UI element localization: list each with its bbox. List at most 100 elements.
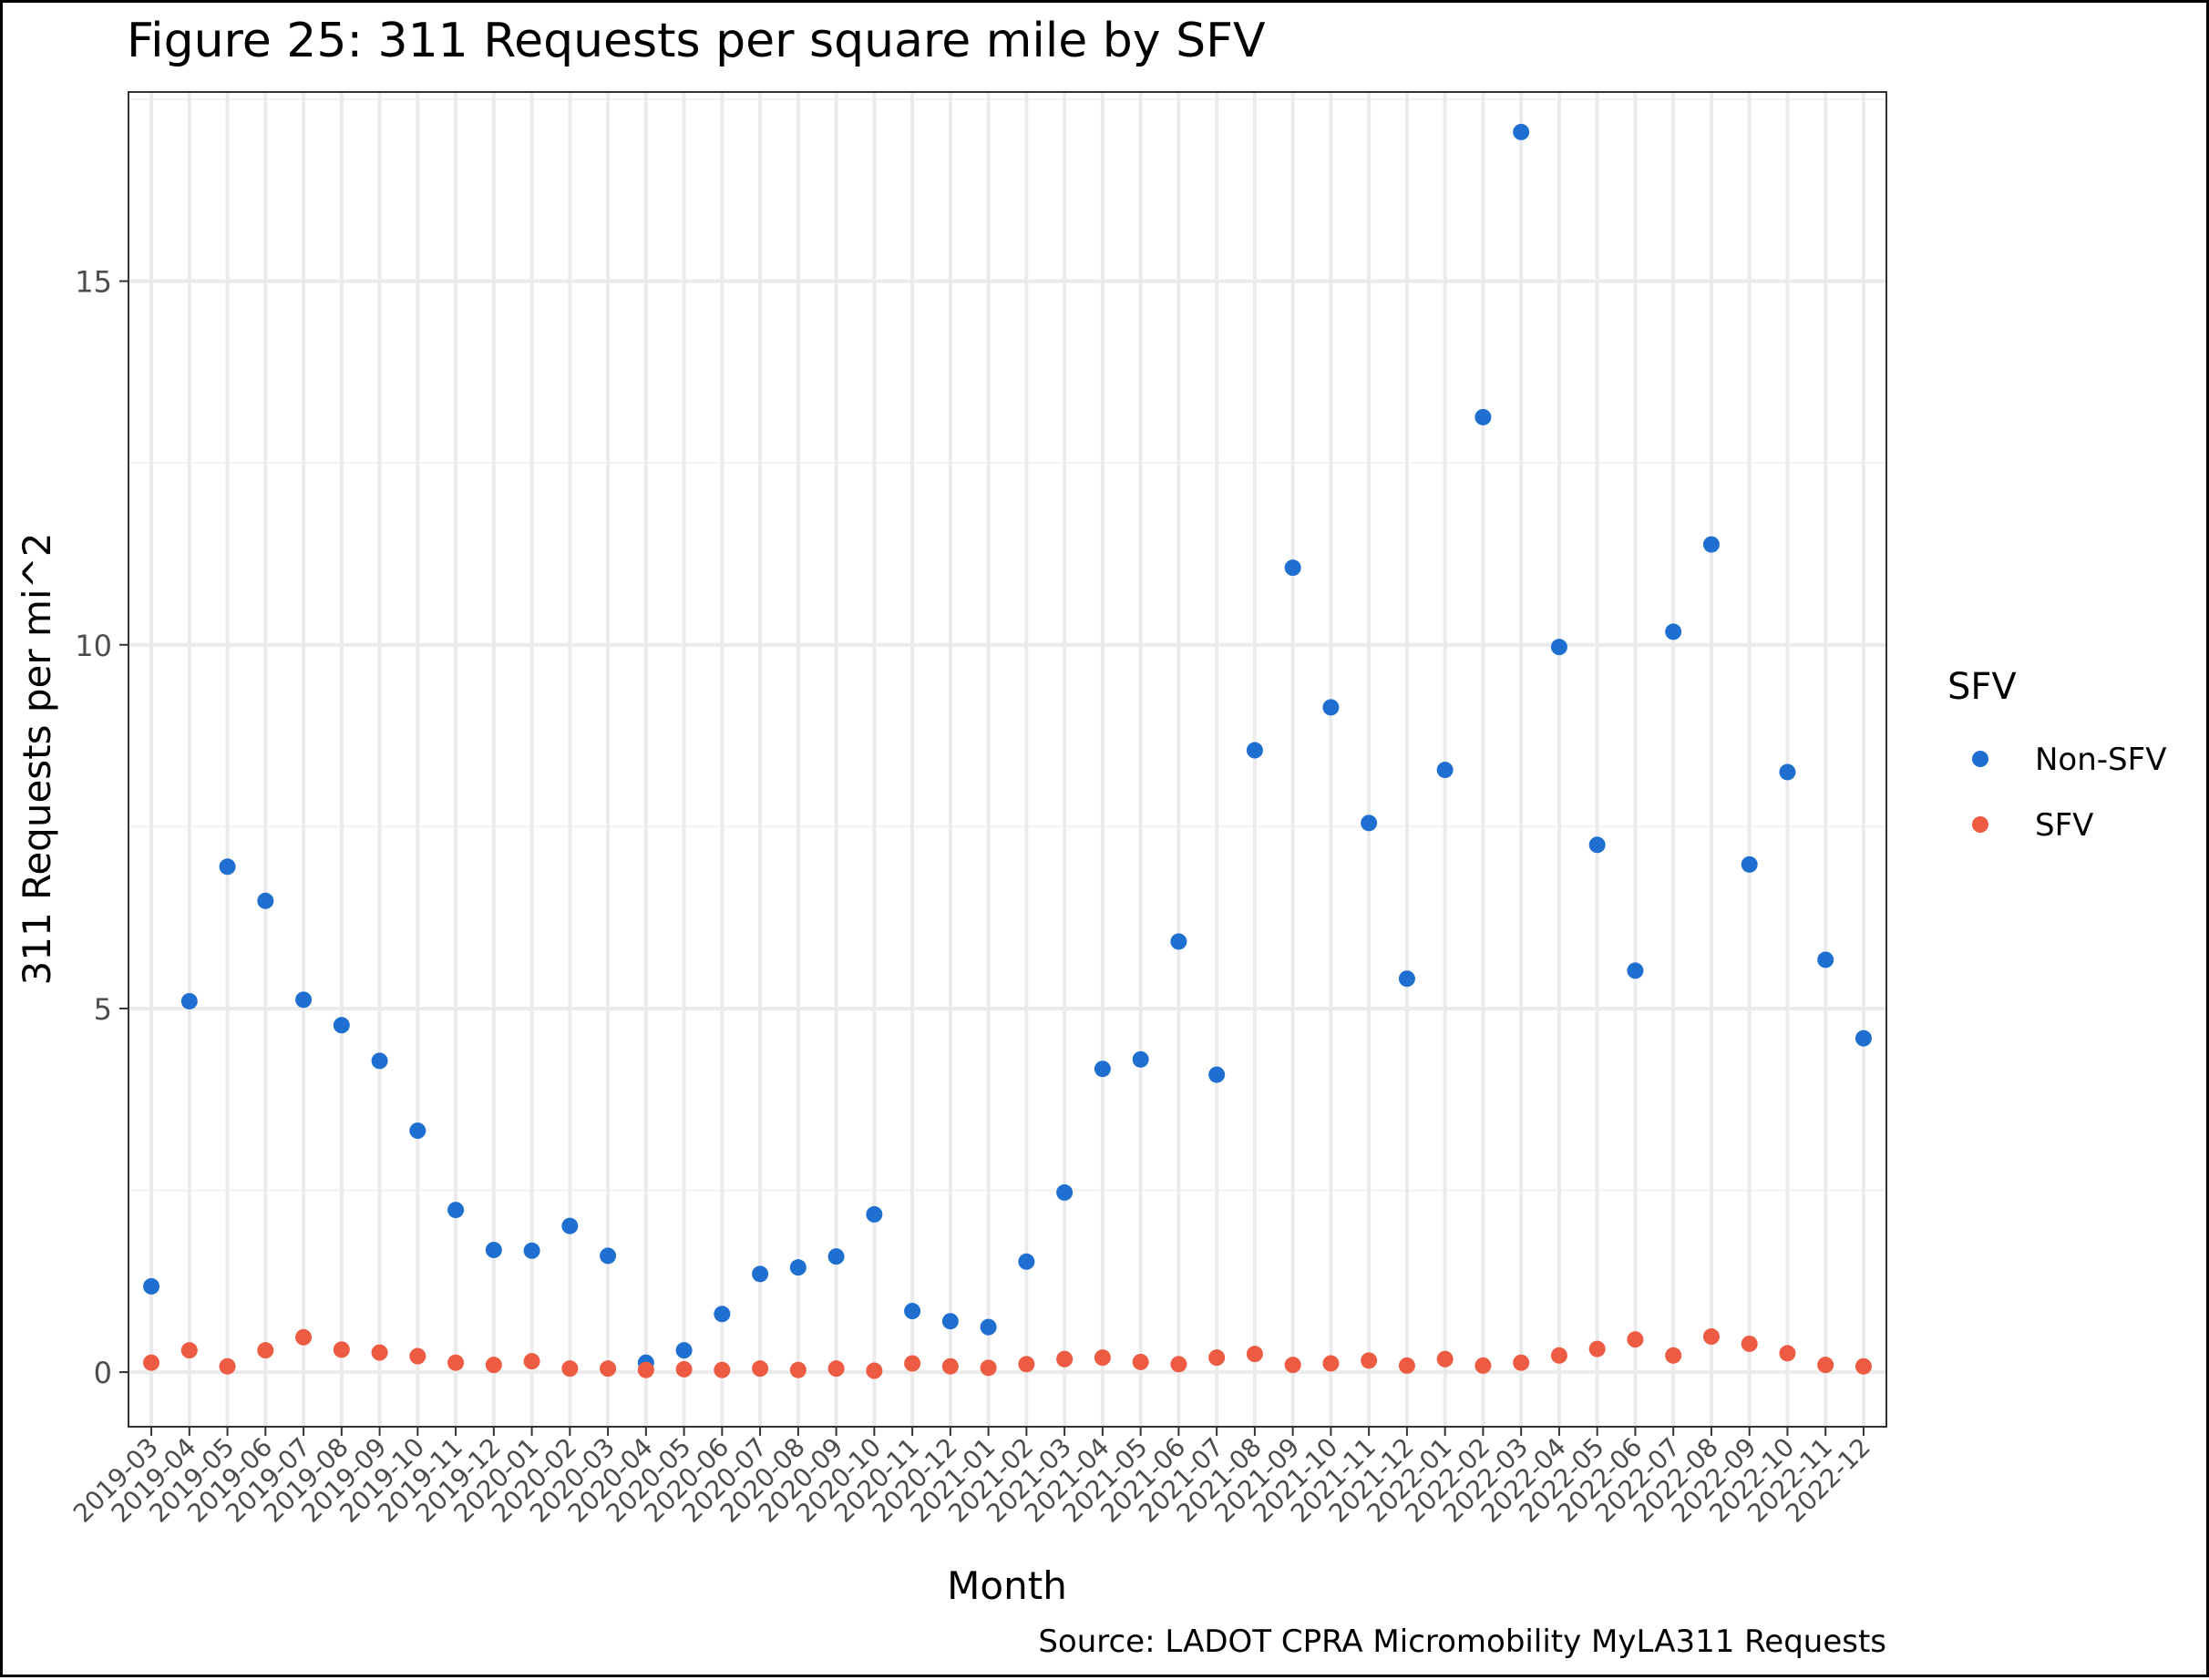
point-non-sfv <box>1436 762 1454 779</box>
point-sfv <box>1627 1331 1644 1348</box>
point-sfv <box>1817 1357 1834 1374</box>
point-sfv <box>1855 1357 1872 1375</box>
point-sfv <box>1665 1347 1682 1364</box>
point-sfv <box>1322 1355 1340 1372</box>
point-non-sfv <box>600 1247 617 1265</box>
point-non-sfv <box>333 1017 350 1034</box>
point-non-sfv <box>257 892 274 909</box>
legend-title: SFV <box>1947 666 2017 708</box>
point-non-sfv <box>1513 123 1530 140</box>
point-sfv <box>866 1362 883 1379</box>
point-sfv <box>333 1341 350 1358</box>
point-sfv <box>1018 1356 1035 1373</box>
point-sfv <box>447 1354 465 1371</box>
point-non-sfv <box>866 1205 883 1223</box>
point-sfv <box>827 1360 845 1378</box>
point-non-sfv <box>1474 408 1492 425</box>
point-sfv <box>1361 1352 1378 1369</box>
point-non-sfv <box>1018 1253 1035 1270</box>
y-tick-label: 15 <box>75 265 112 300</box>
point-non-sfv <box>789 1259 807 1276</box>
x-axis-title: Month <box>947 1563 1067 1608</box>
points-layer <box>143 123 1872 1379</box>
point-non-sfv <box>409 1122 426 1140</box>
point-non-sfv <box>523 1242 540 1259</box>
plot-background <box>128 92 1886 1427</box>
y-tick-label: 10 <box>75 629 112 663</box>
point-non-sfv <box>485 1241 502 1258</box>
chart-svg: Figure 25: 311 Requests per square mile … <box>15 14 2166 1660</box>
point-non-sfv <box>752 1265 769 1283</box>
point-sfv <box>295 1328 313 1346</box>
point-sfv <box>180 1342 198 1359</box>
point-sfv <box>1588 1340 1606 1357</box>
point-non-sfv <box>1550 639 1567 656</box>
plot-border <box>128 91 1887 1428</box>
point-sfv <box>1398 1357 1415 1374</box>
point-sfv <box>941 1357 959 1375</box>
point-sfv <box>485 1357 502 1374</box>
point-non-sfv <box>1817 951 1834 968</box>
y-tick-label: 5 <box>94 992 112 1027</box>
legend-label: Non-SFV <box>2035 742 2166 778</box>
point-sfv <box>219 1357 236 1375</box>
grid-major <box>128 92 1886 1427</box>
point-non-sfv <box>143 1277 160 1295</box>
x-axis: 2019-032019-042019-052019-062019-072019-… <box>67 1427 1876 1529</box>
point-sfv <box>600 1360 617 1378</box>
point-sfv <box>789 1361 807 1378</box>
point-non-sfv <box>1170 933 1187 950</box>
point-non-sfv <box>1398 970 1415 988</box>
point-non-sfv <box>1208 1066 1226 1083</box>
point-non-sfv <box>219 858 236 876</box>
grid-minor <box>128 97 1886 1192</box>
point-non-sfv <box>904 1303 921 1320</box>
point-non-sfv <box>447 1202 465 1219</box>
legend-key-sfv <box>1972 816 1988 833</box>
point-sfv <box>1741 1335 1758 1352</box>
point-sfv <box>523 1353 540 1370</box>
legend: SFV Non-SFV SFV <box>1947 666 2166 844</box>
point-non-sfv <box>180 992 198 1009</box>
point-sfv <box>1284 1357 1301 1374</box>
point-sfv <box>1779 1345 1796 1362</box>
point-non-sfv <box>827 1248 845 1265</box>
point-non-sfv <box>1246 742 1263 759</box>
point-non-sfv <box>1627 962 1644 979</box>
legend-label: SFV <box>2035 807 2093 844</box>
point-sfv <box>257 1342 274 1359</box>
point-non-sfv <box>1284 559 1301 577</box>
point-non-sfv <box>1779 763 1796 781</box>
point-non-sfv <box>714 1306 731 1323</box>
point-sfv <box>980 1359 997 1377</box>
point-non-sfv <box>1361 814 1378 832</box>
chart-caption: Source: LADOT CPRA Micromobility MyLA311… <box>1038 1624 1886 1660</box>
point-non-sfv <box>1132 1050 1149 1068</box>
point-sfv <box>1170 1356 1187 1373</box>
point-sfv <box>561 1360 579 1378</box>
point-sfv <box>1056 1350 1074 1368</box>
point-sfv <box>1474 1357 1492 1374</box>
point-sfv <box>1208 1349 1226 1367</box>
y-tick-label: 0 <box>94 1356 112 1390</box>
point-sfv <box>1094 1349 1111 1367</box>
point-sfv <box>1702 1328 1720 1346</box>
point-non-sfv <box>1741 855 1758 873</box>
chart-title: Figure 25: 311 Requests per square mile … <box>127 14 1266 68</box>
point-non-sfv <box>1322 699 1340 716</box>
point-non-sfv <box>295 991 313 1009</box>
point-sfv <box>1513 1354 1530 1371</box>
point-sfv <box>1132 1353 1149 1370</box>
point-sfv <box>675 1360 693 1378</box>
point-sfv <box>143 1354 160 1371</box>
point-sfv <box>1436 1350 1454 1368</box>
point-non-sfv <box>371 1052 388 1070</box>
point-sfv <box>714 1361 731 1378</box>
point-sfv <box>1246 1346 1263 1363</box>
point-sfv <box>752 1360 769 1378</box>
point-non-sfv <box>1094 1060 1111 1078</box>
point-sfv <box>637 1361 654 1378</box>
y-axis-title: 311 Requests per mi^2 <box>15 533 59 986</box>
point-non-sfv <box>561 1217 579 1234</box>
